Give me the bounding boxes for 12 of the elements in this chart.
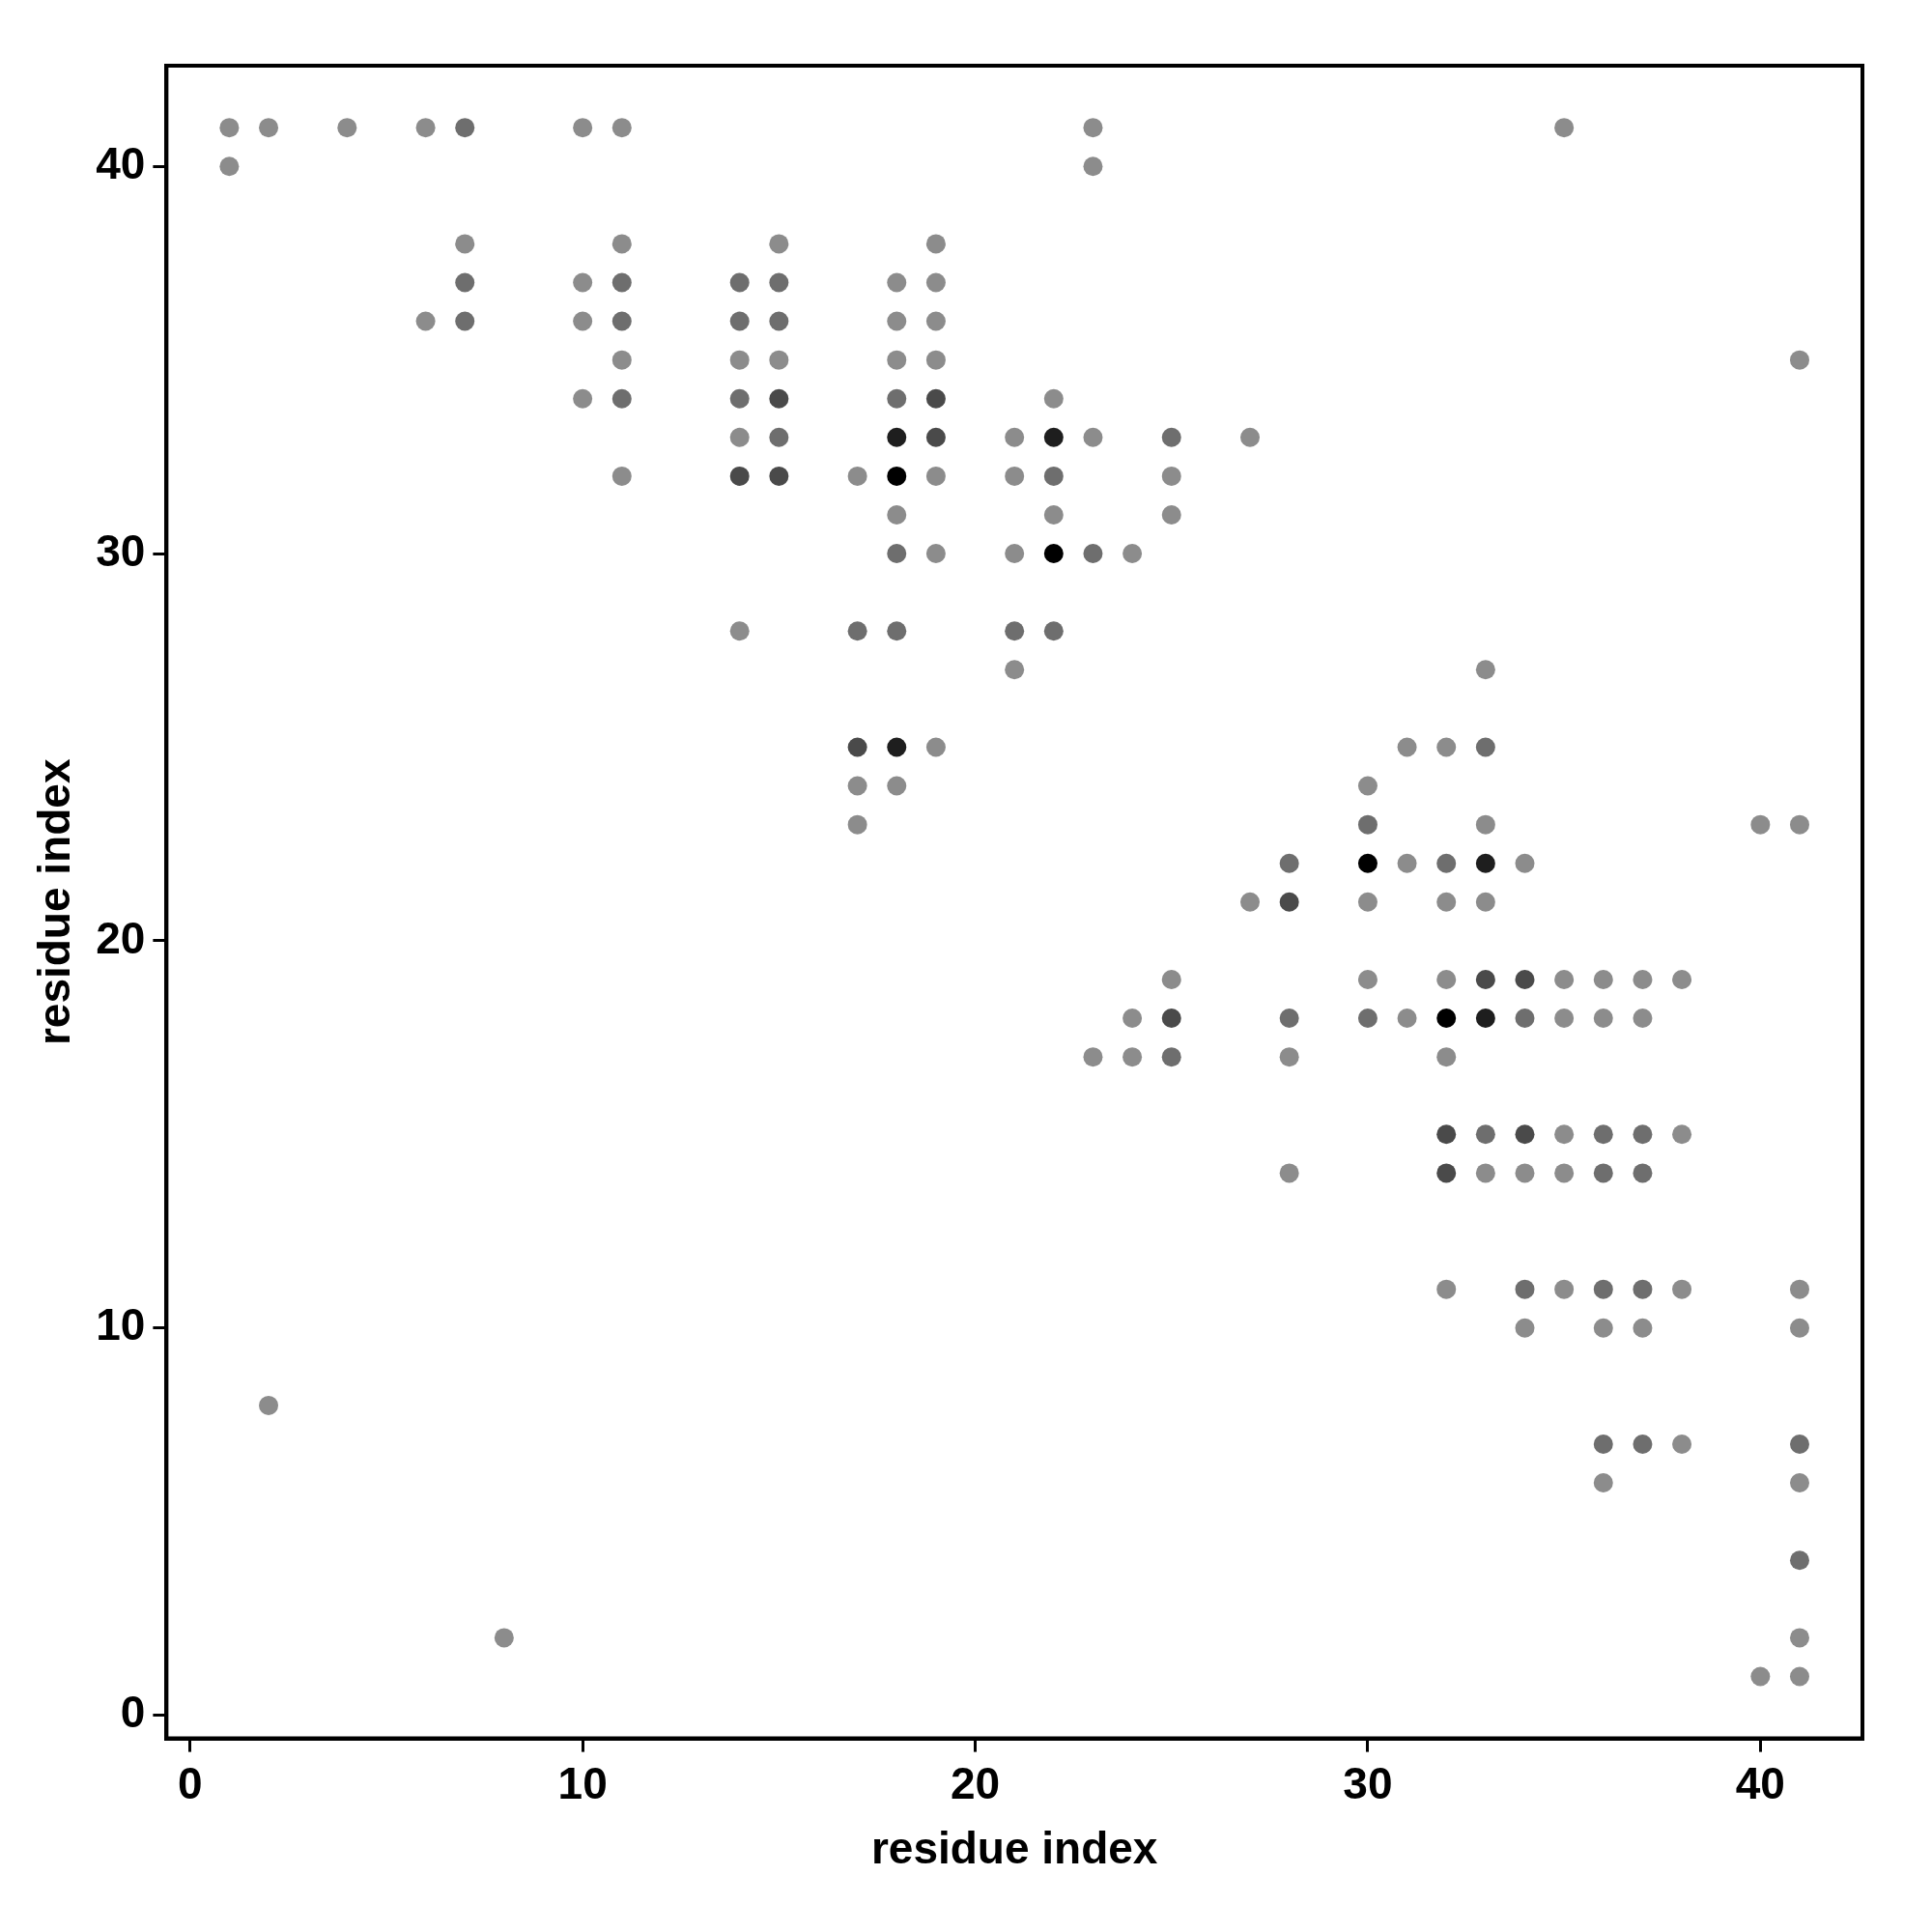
y-tick-label: 10	[96, 1299, 146, 1350]
x-axis-title: residue index	[870, 1823, 1158, 1874]
x-tick-label: 40	[1735, 1757, 1785, 1808]
y-tick-label: 20	[96, 912, 146, 963]
x-tick-label: 30	[1343, 1757, 1393, 1808]
x-tick-label: 0	[177, 1757, 203, 1808]
y-tick-label: 0	[120, 1687, 146, 1738]
y-tick-label: 30	[96, 525, 146, 576]
x-tick-label: 20	[950, 1757, 1001, 1808]
y-tick-label: 40	[96, 137, 146, 188]
y-axis-title: residue index	[29, 758, 80, 1046]
x-tick-label: 10	[557, 1757, 608, 1808]
